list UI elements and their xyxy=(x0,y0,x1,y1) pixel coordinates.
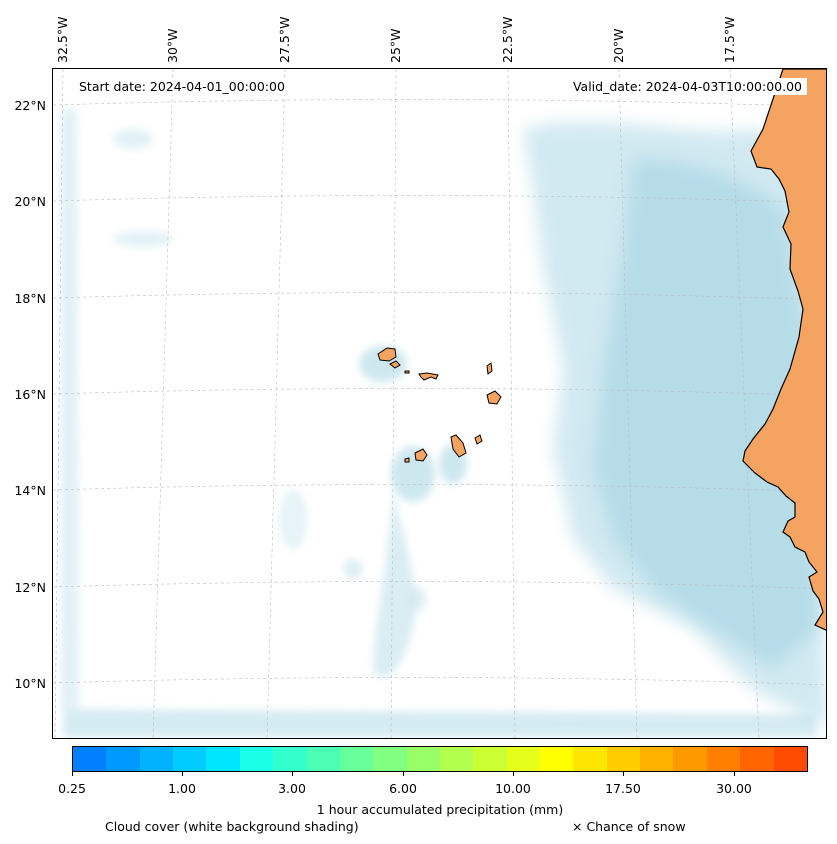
precipitation-colorbar xyxy=(72,746,808,772)
cloud-band-south xyxy=(63,709,818,737)
lon-label-30w: 30°W xyxy=(165,28,180,63)
valid-date-box: Valid_date: 2024-04-03T10:00:00.00 xyxy=(567,78,807,95)
cloud-shading xyxy=(61,109,826,737)
start-date-box: Start date: 2024-04-01_00:00:00 xyxy=(74,78,290,95)
cbar-label-3-00: 3.00 xyxy=(278,781,306,796)
lat-label-18n: 18°N xyxy=(14,291,46,306)
cbar-label-0-25: 0.25 xyxy=(58,781,86,796)
cbar-tick-1-00 xyxy=(182,772,183,776)
lat-label-14n: 14°N xyxy=(14,483,46,498)
colorbar-swatch-8 xyxy=(339,747,374,771)
gridline-lon-22-5 xyxy=(507,69,516,738)
colorbar-swatch-15 xyxy=(573,747,607,771)
gridline-lon-17-5 xyxy=(729,69,760,738)
cloud-patch-west-2 xyxy=(113,231,173,247)
lat-label-16n: 16°N xyxy=(14,387,46,402)
colorbar-swatch-0 xyxy=(73,747,107,771)
colorbar-swatch-14 xyxy=(540,747,574,771)
cloud-patch-islands-s xyxy=(391,446,435,502)
colorbar-swatch-4 xyxy=(206,747,240,771)
cbar-label-1-00: 1.00 xyxy=(168,781,196,796)
lat-label-10n: 10°N xyxy=(14,676,46,691)
island-fogo xyxy=(414,448,428,462)
lon-label-22-5w: 22.5°W xyxy=(500,16,515,63)
graticule xyxy=(53,69,826,738)
lat-label-20n: 20°N xyxy=(14,194,46,209)
colorbar-swatch-12 xyxy=(473,747,507,771)
colorbar-swatch-11 xyxy=(439,747,474,771)
cbar-tick-30-00 xyxy=(734,772,735,776)
gridline-lon-32-5 xyxy=(54,69,64,738)
colorbar-swatch-21 xyxy=(773,747,807,771)
colorbar-swatch-16 xyxy=(606,747,641,771)
lon-label-27-5w: 27.5°W xyxy=(277,16,292,63)
colorbar-swatch-20 xyxy=(740,747,774,771)
cloud-band-west xyxy=(61,109,79,709)
lon-label-20w: 20°W xyxy=(611,28,626,63)
cbar-tick-6-00 xyxy=(403,772,404,776)
lon-label-32-5w: 32.5°W xyxy=(55,16,70,63)
cbar-label-6-00: 6.00 xyxy=(389,781,417,796)
gridline-lon-20 xyxy=(618,69,638,738)
cbar-label-17-50: 17.50 xyxy=(605,781,641,796)
cbar-tick-17-50 xyxy=(623,772,624,776)
island-sal xyxy=(486,362,493,375)
cbar-tick-0-25 xyxy=(72,772,73,776)
lon-label-17-5w: 17.5°W xyxy=(722,16,737,63)
gridline-lat-22 xyxy=(53,99,826,108)
island-brava xyxy=(404,457,410,463)
island-sao-nicolau xyxy=(418,372,439,381)
island-group xyxy=(377,347,502,463)
cbar-label-10-00: 10.00 xyxy=(495,781,531,796)
gridline-lon-27-5 xyxy=(266,69,286,738)
colorbar-title: 1 hour accumulated precipitation (mm) xyxy=(316,802,564,817)
cloud-streak-south xyxy=(373,489,416,677)
colorbar-swatch-3 xyxy=(173,747,207,771)
island-santiago xyxy=(450,434,467,458)
lat-label-22n: 22°N xyxy=(14,98,46,113)
cloud-patch-center-1 xyxy=(279,489,307,549)
island-santo-antao xyxy=(377,347,397,362)
cloud-patch-center-2 xyxy=(343,559,363,579)
island-santa-luzia xyxy=(404,370,410,374)
african-coastline xyxy=(742,69,826,631)
legend-snow: × Chance of snow xyxy=(572,819,686,834)
gridline-lat-10 xyxy=(53,677,826,686)
map-panel[interactable]: Start date: 2024-04-01_00:00:00 Valid_da… xyxy=(52,68,827,739)
lat-label-12n: 12°N xyxy=(14,580,46,595)
colorbar-swatch-17 xyxy=(640,747,674,771)
colorbar-swatch-6 xyxy=(273,747,307,771)
map-canvas xyxy=(53,69,826,738)
colorbar-swatch-9 xyxy=(373,747,407,771)
gridline-lon-25 xyxy=(390,69,397,738)
colorbar-swatch-13 xyxy=(506,747,541,771)
cloud-patch-west-1 xyxy=(113,129,153,149)
gridline-lon-30 xyxy=(152,69,174,738)
cloud-band-east-core xyxy=(593,159,818,669)
colorbar-swatch-1 xyxy=(106,747,140,771)
legend-cloud-cover: Cloud cover (white background shading) xyxy=(105,819,359,834)
island-boa-vista xyxy=(486,390,502,405)
colorbar-swatch-18 xyxy=(673,747,707,771)
cbar-tick-10-00 xyxy=(513,772,514,776)
colorbar-swatch-7 xyxy=(306,747,340,771)
cbar-label-30-00: 30.00 xyxy=(716,781,752,796)
colorbar-swatch-5 xyxy=(239,747,274,771)
colorbar-swatch-10 xyxy=(406,747,440,771)
island-sao-vicente xyxy=(389,360,401,369)
colorbar-swatch-19 xyxy=(706,747,741,771)
island-maio xyxy=(474,434,483,445)
cbar-tick-3-00 xyxy=(292,772,293,776)
colorbar-swatch-2 xyxy=(139,747,174,771)
lon-label-25w: 25°W xyxy=(388,28,403,63)
cloud-patch-center-3 xyxy=(410,587,426,611)
